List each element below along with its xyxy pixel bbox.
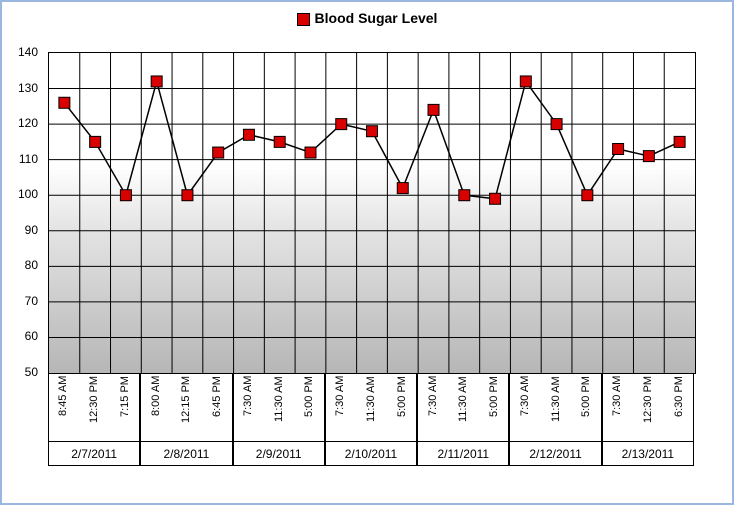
x-group-border: [233, 373, 325, 442]
data-marker: [213, 147, 224, 158]
x-date-label: 2/7/2011: [48, 442, 140, 466]
y-tick-label: 140: [18, 45, 38, 59]
x-date-label: 2/8/2011: [140, 442, 232, 466]
data-marker: [643, 151, 654, 162]
data-marker: [582, 190, 593, 201]
x-date-label: 2/9/2011: [233, 442, 325, 466]
legend-label: Blood Sugar Level: [315, 10, 438, 26]
data-marker: [120, 190, 131, 201]
data-marker: [459, 190, 470, 201]
data-marker: [520, 76, 531, 87]
data-marker: [182, 190, 193, 201]
chart-frame: Blood Sugar Level 50 60 70 80 90 100 110 120 130…: [0, 0, 734, 505]
x-date-label: 2/13/2011: [602, 442, 694, 466]
data-marker: [397, 183, 408, 194]
x-group-border: [325, 373, 417, 442]
y-tick-label: 100: [18, 187, 38, 201]
data-marker: [367, 126, 378, 137]
data-marker: [613, 144, 624, 155]
x-date-label: 2/11/2011: [417, 442, 509, 466]
data-marker: [336, 119, 347, 130]
y-tick-label: 110: [19, 152, 38, 166]
x-group-border: [417, 373, 509, 442]
legend-marker-icon: [297, 13, 310, 26]
data-marker: [243, 129, 254, 140]
data-marker: [59, 97, 70, 108]
x-group-border: [140, 373, 232, 442]
data-marker: [490, 193, 501, 204]
x-date-label: 2/10/2011: [325, 442, 417, 466]
y-tick-label: 70: [25, 294, 38, 308]
y-tick-label: 80: [25, 258, 38, 272]
data-marker: [90, 136, 101, 147]
data-marker: [151, 76, 162, 87]
x-group-border: [509, 373, 601, 442]
data-marker: [274, 136, 285, 147]
data-line: [64, 81, 679, 198]
x-group-border: [602, 373, 694, 442]
x-date-label: 2/12/2011: [509, 442, 601, 466]
plot-area: [48, 52, 696, 374]
legend: Blood Sugar Level: [2, 10, 732, 26]
data-marker: [305, 147, 316, 158]
x-group-border: [48, 373, 140, 442]
y-tick-label: 120: [18, 116, 38, 130]
data-series: [49, 53, 695, 373]
data-marker: [674, 136, 685, 147]
y-tick-label: 130: [18, 81, 38, 95]
y-tick-label: 90: [25, 223, 38, 237]
y-tick-label: 50: [25, 365, 38, 379]
y-tick-label: 60: [25, 329, 38, 343]
data-marker: [551, 119, 562, 130]
data-marker: [428, 104, 439, 115]
